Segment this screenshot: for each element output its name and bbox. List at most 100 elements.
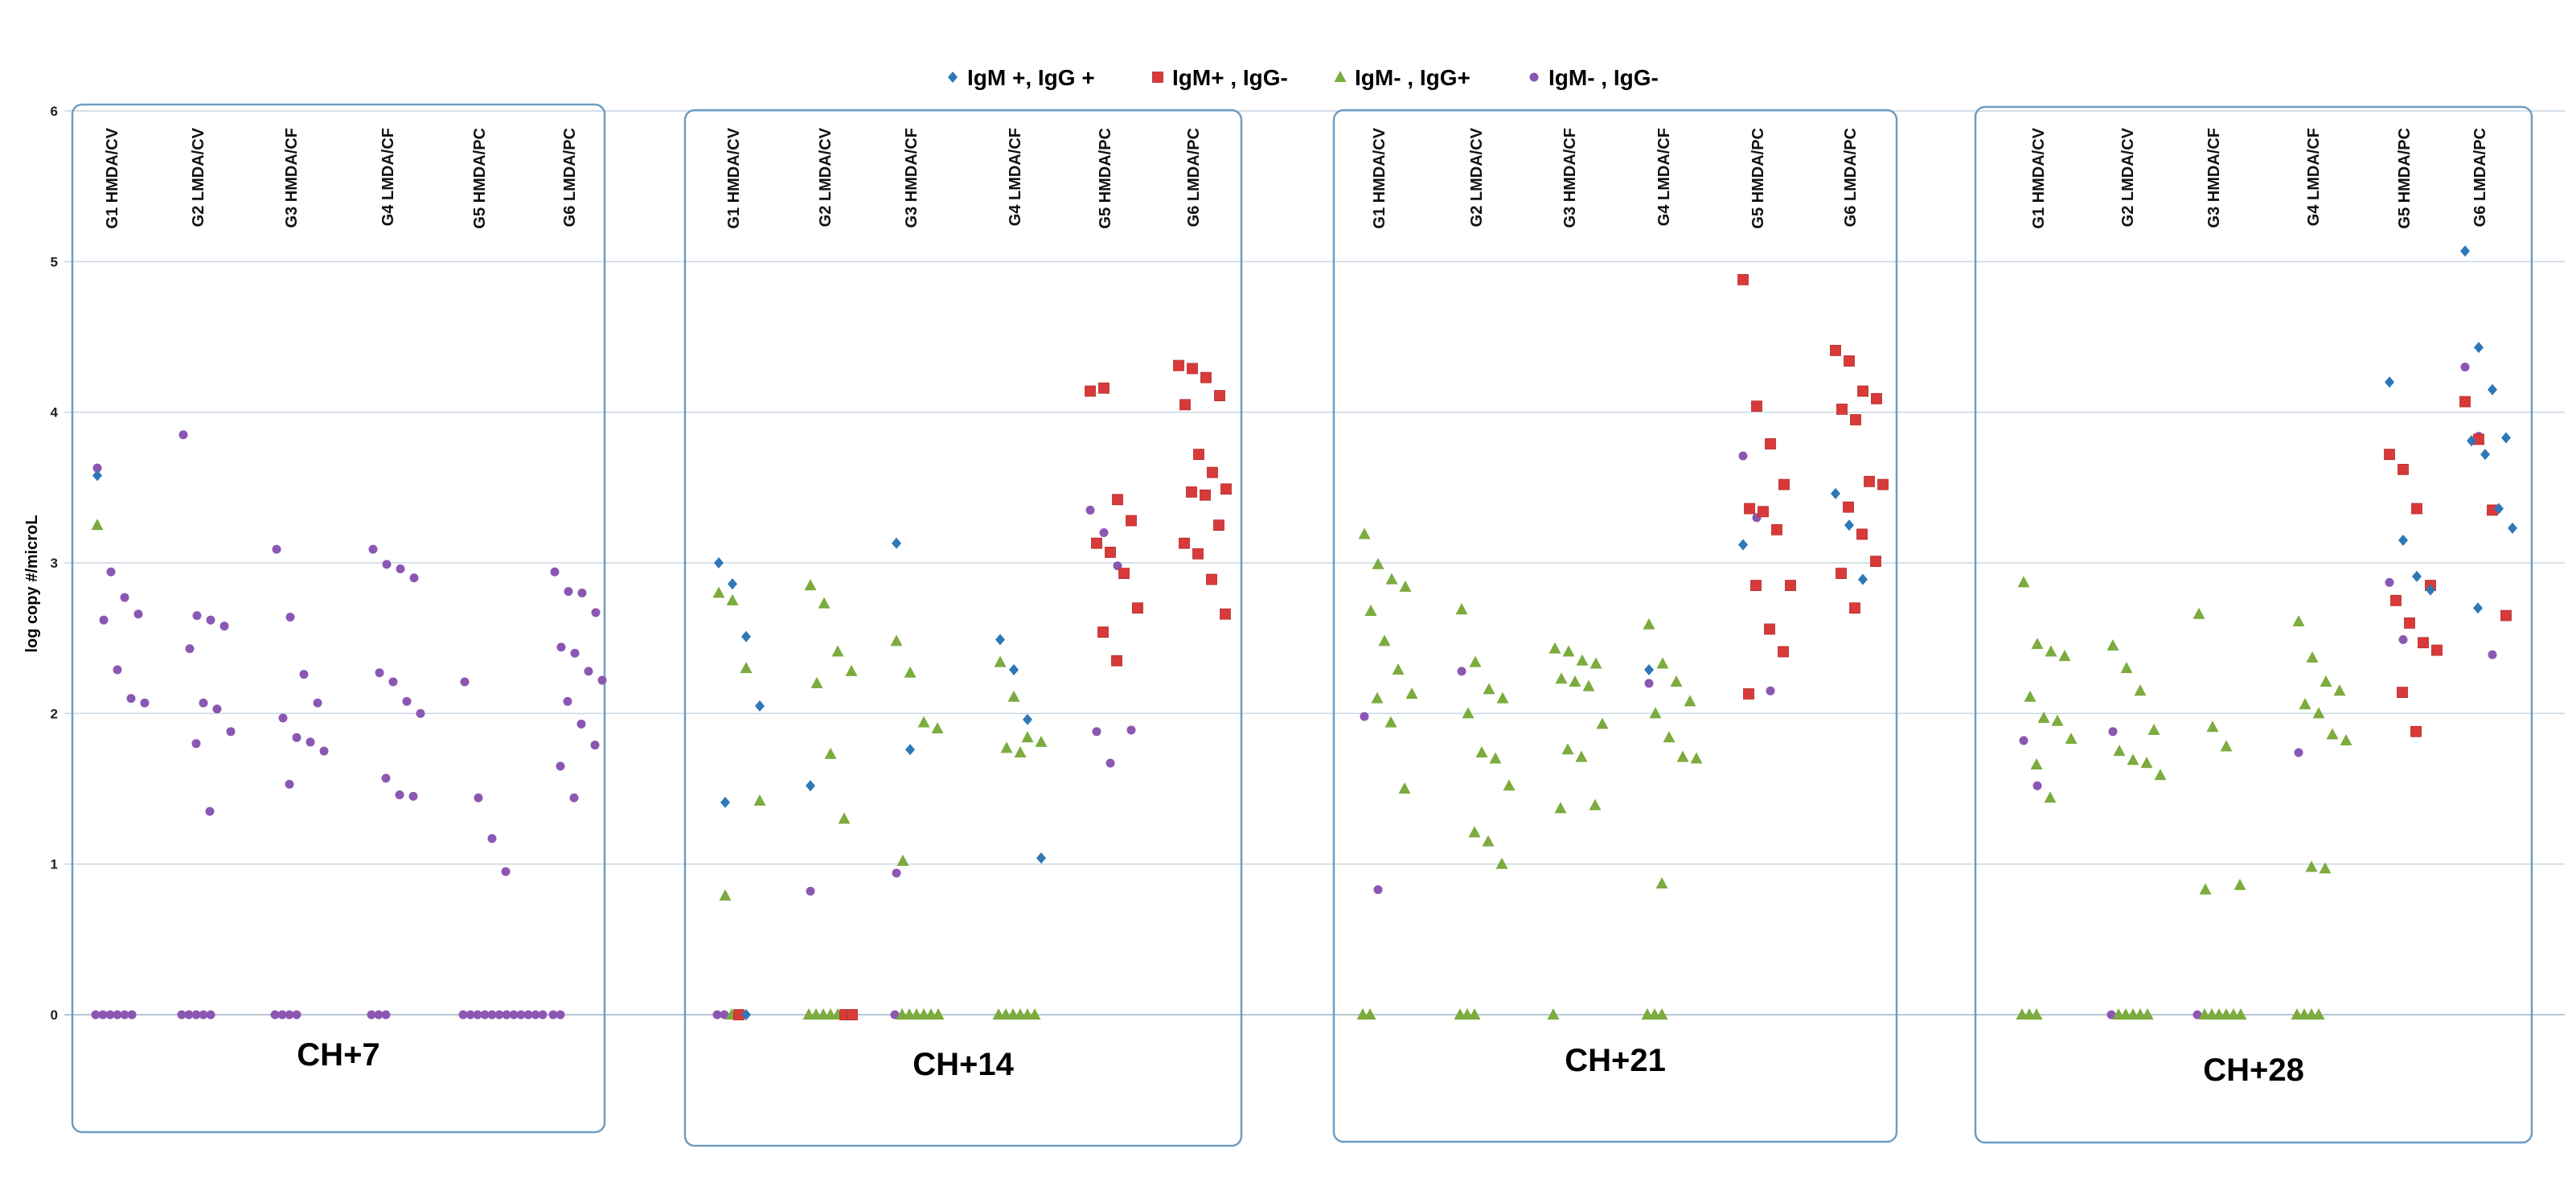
y-tick-label: 3 — [51, 556, 58, 571]
data-point-igm-pos-igg-pos — [92, 470, 102, 482]
data-point-igm-neg-igg-neg — [2192, 1010, 2202, 1020]
data-point-igm-neg-igg-neg — [127, 1010, 137, 1020]
data-point-igm-neg-igg-pos — [1468, 826, 1481, 838]
data-point-igm-neg-igg-neg — [720, 1010, 729, 1020]
data-point-igm-pos-igg-pos — [1738, 539, 1748, 551]
data-point-igm-pos-igg-neg — [1758, 506, 1769, 518]
data-point-igm-neg-igg-neg — [494, 1010, 504, 1020]
data-point-igm-pos-igg-pos — [2501, 432, 2511, 444]
data-point-igm-neg-igg-pos — [2319, 862, 2332, 874]
data-point-igm-neg-igg-neg — [126, 694, 136, 704]
data-point-igm-neg-igg-pos — [994, 655, 1007, 667]
data-point-igm-neg-igg-neg — [191, 739, 201, 749]
data-point-igm-neg-igg-pos — [740, 662, 753, 674]
data-point-igm-pos-igg-pos — [1831, 487, 1840, 499]
data-point-igm-neg-igg-pos — [2220, 740, 2233, 752]
gridlines — [64, 110, 2565, 1016]
data-point-igm-pos-igg-neg — [1118, 568, 1130, 580]
data-point-igm-pos-igg-neg — [1220, 608, 1231, 620]
data-point-igm-pos-igg-pos — [1023, 713, 1032, 725]
data-point-igm-neg-igg-neg — [570, 648, 580, 658]
data-point-igm-neg-igg-neg — [285, 779, 294, 789]
data-point-igm-neg-igg-pos — [1656, 657, 1669, 669]
data-point-igm-neg-igg-neg — [1360, 712, 1369, 721]
data-point-igm-neg-igg-pos — [1468, 1008, 1481, 1020]
data-point-igm-neg-igg-pos — [2120, 662, 2133, 674]
data-point-igm-neg-igg-pos — [2206, 720, 2219, 732]
data-point-igm-neg-igg-neg — [1766, 686, 1775, 696]
data-point-igm-pos-igg-neg — [1085, 385, 1096, 397]
data-point-igm-neg-igg-pos — [818, 597, 831, 609]
data-point-igm-neg-igg-pos — [2199, 883, 2212, 895]
data-point-igm-neg-igg-neg — [192, 611, 202, 621]
data-point-igm-neg-igg-neg — [191, 1010, 201, 1020]
data-point-igm-neg-igg-neg — [1085, 505, 1095, 515]
data-point-igm-pos-igg-neg — [1856, 528, 1868, 540]
group-column-label: G1 HMDA/CV — [1371, 127, 1388, 228]
data-point-igm-pos-igg-neg — [1213, 519, 1224, 531]
data-point-igm-neg-igg-pos — [2234, 1008, 2247, 1020]
data-point-igm-neg-igg-pos — [2305, 860, 2318, 872]
data-point-igm-neg-igg-pos — [1655, 877, 1668, 889]
data-point-igm-neg-igg-pos — [1462, 707, 1475, 719]
data-point-igm-neg-igg-neg — [2385, 577, 2394, 587]
data-point-igm-neg-igg-pos — [2299, 698, 2311, 710]
data-point-igm-pos-igg-neg — [2418, 637, 2429, 649]
data-point-igm-neg-igg-pos — [1655, 1008, 1668, 1020]
legend: IgM +, IgG + IgM+ , IgG- IgM- , IgG+ IgM- ,… — [948, 65, 1659, 90]
data-point-igm-neg-igg-neg — [120, 1010, 129, 1020]
data-point-igm-neg-igg-neg — [531, 1010, 540, 1020]
data-point-igm-neg-igg-pos — [719, 889, 732, 901]
data-point-igm-neg-igg-pos — [2140, 757, 2153, 769]
data-point-igm-pos-igg-pos — [2467, 435, 2476, 447]
data-point-igm-neg-igg-pos — [2024, 690, 2037, 702]
data-point-igm-pos-igg-neg — [1207, 466, 1218, 478]
data-point-igm-neg-igg-pos — [2030, 1008, 2043, 1020]
data-point-igm-neg-igg-pos — [1561, 743, 1574, 755]
data-point-igm-neg-igg-pos — [1489, 752, 1502, 764]
data-point-igm-neg-igg-pos — [1589, 798, 1602, 810]
data-point-igm-pos-igg-neg — [1771, 523, 1782, 536]
data-point-igm-pos-igg-neg — [2459, 396, 2471, 408]
data-point-igm-neg-igg-pos — [2306, 651, 2319, 663]
data-point-igm-neg-igg-neg — [806, 886, 815, 896]
data-point-igm-neg-igg-pos — [1649, 707, 1662, 719]
data-point-igm-neg-igg-neg — [212, 704, 222, 714]
data-point-igm-neg-igg-pos — [1582, 679, 1595, 691]
data-point-igm-neg-igg-pos — [2037, 711, 2050, 723]
data-point-igm-neg-igg-neg — [712, 1010, 722, 1020]
group-column-label: G6 LMDA/PC — [1185, 128, 1203, 227]
group-column-label: G1 HMDA/CV — [104, 127, 121, 228]
data-point-igm-pos-igg-pos — [1009, 664, 1019, 676]
data-point-igm-neg-igg-pos — [1014, 746, 1027, 758]
data-point-igm-neg-igg-neg — [306, 737, 315, 747]
data-point-igm-pos-igg-neg — [1765, 438, 1776, 449]
y-tick-label: 0 — [51, 1007, 58, 1023]
data-point-igm-pos-igg-neg — [1097, 626, 1109, 638]
data-point-igm-neg-igg-pos — [838, 812, 851, 824]
data-point-igm-neg-igg-neg — [140, 698, 150, 708]
y-tick-label: 4 — [51, 405, 59, 421]
data-point-igm-pos-igg-pos — [741, 630, 751, 642]
data-point-igm-pos-igg-pos — [995, 634, 1005, 646]
data-point-igm-neg-igg-pos — [1483, 683, 1495, 695]
data-point-igm-neg-igg-neg — [272, 544, 281, 554]
data-point-igm-neg-igg-neg — [205, 806, 215, 816]
data-point-igm-pos-igg-neg — [1105, 546, 1116, 558]
data-point-igm-neg-igg-neg — [576, 719, 586, 728]
data-point-igm-neg-igg-neg — [382, 560, 392, 569]
data-point-igm-pos-igg-neg — [2410, 725, 2422, 737]
data-point-igm-neg-igg-pos — [2113, 745, 2126, 757]
data-point-igm-neg-igg-pos — [1455, 603, 1468, 615]
data-point-igm-pos-igg-neg — [1857, 385, 1868, 397]
data-point-igm-pos-igg-pos — [2474, 342, 2484, 354]
data-point-igm-pos-igg-neg — [2398, 463, 2409, 475]
data-point-igm-neg-igg-pos — [2127, 753, 2139, 765]
data-point-igm-pos-igg-neg — [1737, 273, 1749, 285]
data-point-igm-pos-igg-neg — [1187, 363, 1198, 375]
data-point-igm-neg-igg-pos — [810, 676, 823, 688]
data-point-igm-neg-igg-neg — [367, 1010, 376, 1020]
data-point-igm-neg-igg-neg — [480, 1010, 490, 1020]
data-point-igm-neg-igg-neg — [474, 793, 483, 802]
data-point-igm-neg-igg-neg — [206, 1010, 215, 1020]
